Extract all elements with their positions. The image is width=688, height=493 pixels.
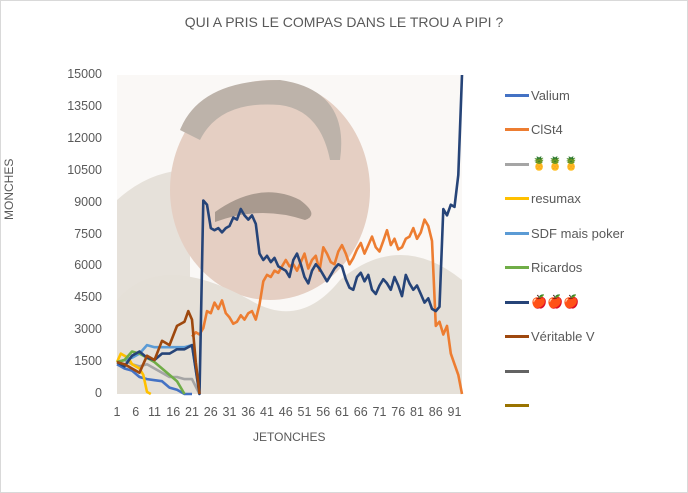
x-tick-label: 26	[203, 405, 218, 419]
legend-item: 🍎🍎🍎	[505, 294, 580, 310]
legend-label: ClSt4	[531, 122, 563, 137]
series-line-7	[116, 309, 201, 395]
legend-label: Valium	[531, 87, 570, 103]
series-line-6	[116, 74, 464, 396]
legend-item	[505, 363, 531, 379]
y-tick-label: 9000	[74, 194, 102, 209]
legend-label: Ricardos	[531, 260, 583, 275]
x-tick-label: 61	[335, 405, 349, 419]
legend-swatch	[505, 162, 529, 166]
x-tick-label: 56	[316, 405, 331, 419]
x-tick-label: 36	[241, 405, 256, 419]
legend-item: Véritable V	[505, 329, 595, 345]
y-tick-label: 13500	[67, 98, 102, 113]
legend-item: ClSt4	[505, 122, 563, 138]
legend-swatch	[505, 404, 529, 407]
legend-swatch	[505, 300, 529, 304]
x-tick-label: 46	[278, 405, 293, 419]
legend-item: Valium	[505, 87, 570, 103]
y-tick-label: 10500	[67, 162, 102, 177]
x-axis-label: JETONCHES	[253, 430, 326, 444]
x-tick-label: 66	[353, 405, 368, 419]
legend-item	[505, 398, 531, 414]
x-tick-label: 71	[372, 405, 387, 419]
series-line-0	[116, 363, 192, 396]
legend-label: 🍍🍍🍍	[531, 156, 580, 171]
legend-item: resumax	[505, 191, 581, 207]
legend-label: resumax	[531, 191, 581, 206]
legend-item: Ricardos	[505, 260, 582, 276]
legend-label: Véritable V	[531, 329, 595, 344]
chart-title: QUI A PRIS LE COMPAS DANS LE TROU A PIPI…	[184, 14, 504, 30]
y-tick-label: 3000	[74, 322, 102, 337]
legend-swatch	[505, 93, 529, 97]
legend-swatch	[505, 266, 529, 269]
series-line-3	[115, 352, 152, 396]
x-tick-label: 16	[166, 405, 181, 419]
legend-swatch	[505, 197, 529, 200]
legend-label: 🍎🍎🍎	[531, 294, 580, 309]
legend-item: SDF mais poker	[505, 225, 624, 241]
x-tick-label: 1	[113, 405, 121, 419]
x-tick-label: 11	[148, 405, 161, 419]
legend-label: SDF mais poker	[531, 225, 625, 241]
x-tick-label: 91	[447, 405, 462, 419]
x-tick-label: 81	[410, 405, 424, 419]
legend-swatch	[505, 128, 529, 131]
x-tick-label: 21	[185, 405, 199, 419]
legend-item: 🍍🍍🍍	[505, 156, 580, 172]
x-tick-label: 86	[428, 405, 443, 419]
legend-swatch	[505, 369, 529, 373]
series-line-1	[191, 218, 464, 395]
legend-swatch	[505, 231, 529, 235]
x-tick-label: 31	[222, 405, 237, 419]
x-tick-label: 76	[391, 405, 406, 419]
y-tick-label: 1500	[74, 354, 102, 369]
x-tick-label: 6	[132, 405, 140, 419]
legend-swatch	[505, 335, 529, 338]
y-tick-label: 7500	[74, 226, 102, 241]
y-tick-label: 15000	[67, 67, 102, 81]
y-tick-label: 6000	[74, 258, 102, 273]
y-tick-label: 0	[95, 386, 102, 400]
y-tick-label: 12000	[67, 130, 102, 145]
x-tick-label: 41	[260, 405, 274, 419]
background-photo	[117, 75, 462, 394]
y-tick-label: 4500	[74, 290, 102, 305]
x-tick-label: 51	[297, 405, 312, 419]
